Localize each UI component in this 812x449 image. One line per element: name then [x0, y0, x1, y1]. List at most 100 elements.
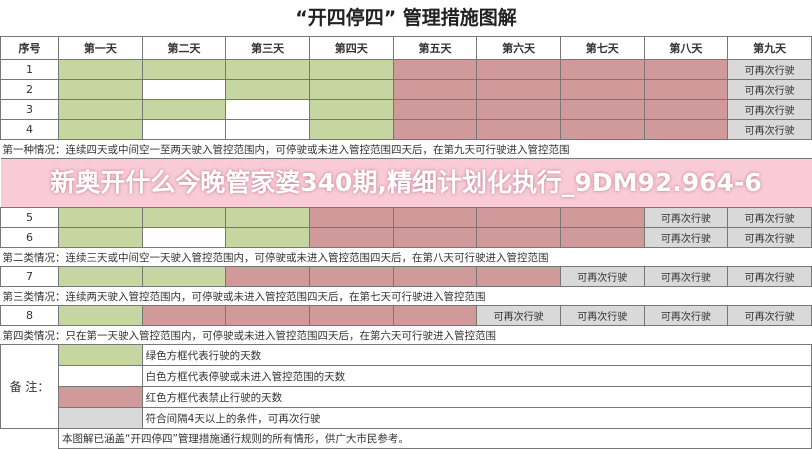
day-cell-r	[476, 79, 561, 100]
day-cell-r	[643, 79, 729, 100]
day-cell-g	[141, 266, 227, 287]
case-note: 第三类情况：连续两天驶入管控范围内，可停驶或未进入管控范围四天后，在第七天可行驶…	[0, 286, 812, 306]
watermark-band: 新奥开什么今晚管家婆340期,精细计划化执行_9DM92.964-6	[0, 158, 812, 208]
column-header: 第二天	[141, 36, 227, 60]
table-row: 3 可再次行驶	[0, 99, 812, 120]
legend-row: 红色方框代表禁止行驶的天数	[1, 386, 812, 408]
day-cell-r	[476, 207, 561, 228]
row-number: 8	[0, 305, 59, 326]
day-cell-r	[392, 79, 478, 100]
day-cell-g	[225, 79, 310, 100]
day-cell-g	[308, 99, 394, 120]
day-cell-r	[643, 59, 729, 80]
day-cell-r	[225, 266, 310, 287]
row-number: 7	[0, 266, 59, 287]
row-number: 1	[0, 59, 59, 80]
day-cell-g	[58, 99, 143, 120]
column-header: 第五天	[392, 36, 478, 60]
legend-row: 白色方框代表停驶或未进入管控范围的天数	[1, 365, 812, 387]
legend-text: 白色方框代表停驶或未进入管控范围的天数	[141, 365, 812, 387]
day-cell-r	[476, 59, 561, 80]
legend-row: 符合间隔4天以上的条件，可再次行驶	[1, 407, 812, 429]
table-row: 1 可再次行驶	[0, 59, 812, 80]
day-cell-r	[476, 266, 561, 287]
day-cell-r	[643, 119, 729, 140]
row-number: 4	[0, 119, 59, 140]
day-cell-l: 可再次行驶	[727, 305, 812, 326]
day-cell-l: 可再次行驶	[559, 305, 645, 326]
schedule-table: 序号 第一天 第二天 第三天 第四天 第五天 第六天 第七天 第八天 第九天 1 可再次行驶 2 可再次…	[0, 36, 812, 449]
day-cell-r	[559, 227, 645, 248]
day-cell-g	[58, 227, 143, 248]
overlay-headline: 新奥开什么今晚管家婆340期,精细计划化执行_9DM92.964-6	[0, 158, 812, 208]
day-cell-l: 可再次行驶	[727, 227, 812, 248]
day-cell-l: 可再次行驶	[727, 79, 812, 100]
day-cell-g	[58, 119, 143, 140]
day-cell-g	[58, 207, 143, 228]
column-header: 第四天	[308, 36, 394, 60]
day-cell-g	[58, 305, 143, 326]
day-cell-r	[392, 59, 478, 80]
table-row: 5 可再次行驶 可再次行驶	[0, 207, 812, 228]
day-cell-l: 可再次行驶	[643, 207, 729, 228]
day-cell-l: 可再次行驶	[727, 99, 812, 120]
day-cell-g	[308, 79, 394, 100]
row-number: 2	[0, 79, 59, 100]
legend-swatch	[58, 386, 143, 408]
day-cell-l: 可再次行驶	[727, 266, 812, 287]
day-cell-g	[58, 266, 143, 287]
legend-swatch	[58, 407, 143, 429]
legend-text: 符合间隔4天以上的条件，可再次行驶	[141, 407, 812, 429]
day-cell-r	[141, 305, 227, 326]
day-cell-r	[392, 227, 478, 248]
day-cell-r	[308, 305, 394, 326]
day-cell-r	[392, 266, 478, 287]
table-row: 4 可再次行驶	[0, 119, 812, 140]
day-cell-r	[559, 99, 645, 120]
day-cell-g	[58, 79, 143, 100]
day-cell-r	[308, 207, 394, 228]
day-cell-w	[225, 99, 310, 120]
day-cell-r	[643, 99, 729, 120]
column-header: 第八天	[643, 36, 729, 60]
case-note: 第一种情况：连续四天或中间空一至两天驶入管控范围内，可停驶或未进入管控范围四天后…	[0, 139, 812, 159]
footer-note: 本图解已涵盖“开四停四”管理措施通行规则的所有情形，供广大市民参考。	[58, 428, 812, 449]
column-header: 第九天	[727, 36, 812, 60]
row-number: 3	[0, 99, 59, 120]
case-note: 第四类情况：只在第一天驶入管控范围内，可停驶或未进入管控范围四天后，在第六天可行…	[0, 325, 812, 345]
day-cell-l: 可再次行驶	[643, 305, 729, 326]
row-number: 6	[0, 227, 59, 248]
column-header: 第六天	[476, 36, 561, 60]
row-number: 5	[0, 207, 59, 228]
day-cell-l: 可再次行驶	[727, 119, 812, 140]
day-cell-r	[392, 99, 478, 120]
day-cell-g	[308, 59, 394, 80]
day-cell-l: 可再次行驶	[559, 266, 645, 287]
day-cell-w	[141, 119, 227, 140]
day-cell-g	[58, 59, 143, 80]
day-cell-l: 可再次行驶	[476, 305, 561, 326]
day-cell-g	[141, 207, 227, 228]
day-cell-r	[476, 119, 561, 140]
day-cell-g	[308, 119, 394, 140]
day-cell-r	[559, 79, 645, 100]
legend-swatch	[58, 365, 143, 387]
day-cell-w	[225, 119, 310, 140]
day-cell-g	[141, 99, 227, 120]
day-cell-r	[559, 207, 645, 228]
legend-row: 备 注： 绿色方框代表行驶的天数	[0, 344, 812, 429]
day-cell-r	[308, 266, 394, 287]
legend-label: 备 注：	[0, 344, 59, 429]
legend-text: 绿色方框代表行驶的天数	[141, 344, 812, 366]
table-row: 8 可再次行驶 可再次行驶 可再次行驶 可再次行驶	[0, 305, 812, 326]
day-cell-r	[225, 305, 310, 326]
day-cell-r	[476, 99, 561, 120]
day-cell-r	[559, 119, 645, 140]
legend-text: 红色方框代表禁止行驶的天数	[141, 386, 812, 408]
day-cell-r	[476, 227, 561, 248]
day-cell-r	[392, 305, 478, 326]
day-cell-w	[141, 227, 227, 248]
day-cell-g	[141, 59, 227, 80]
day-cell-r	[308, 227, 394, 248]
column-header: 第七天	[559, 36, 645, 60]
